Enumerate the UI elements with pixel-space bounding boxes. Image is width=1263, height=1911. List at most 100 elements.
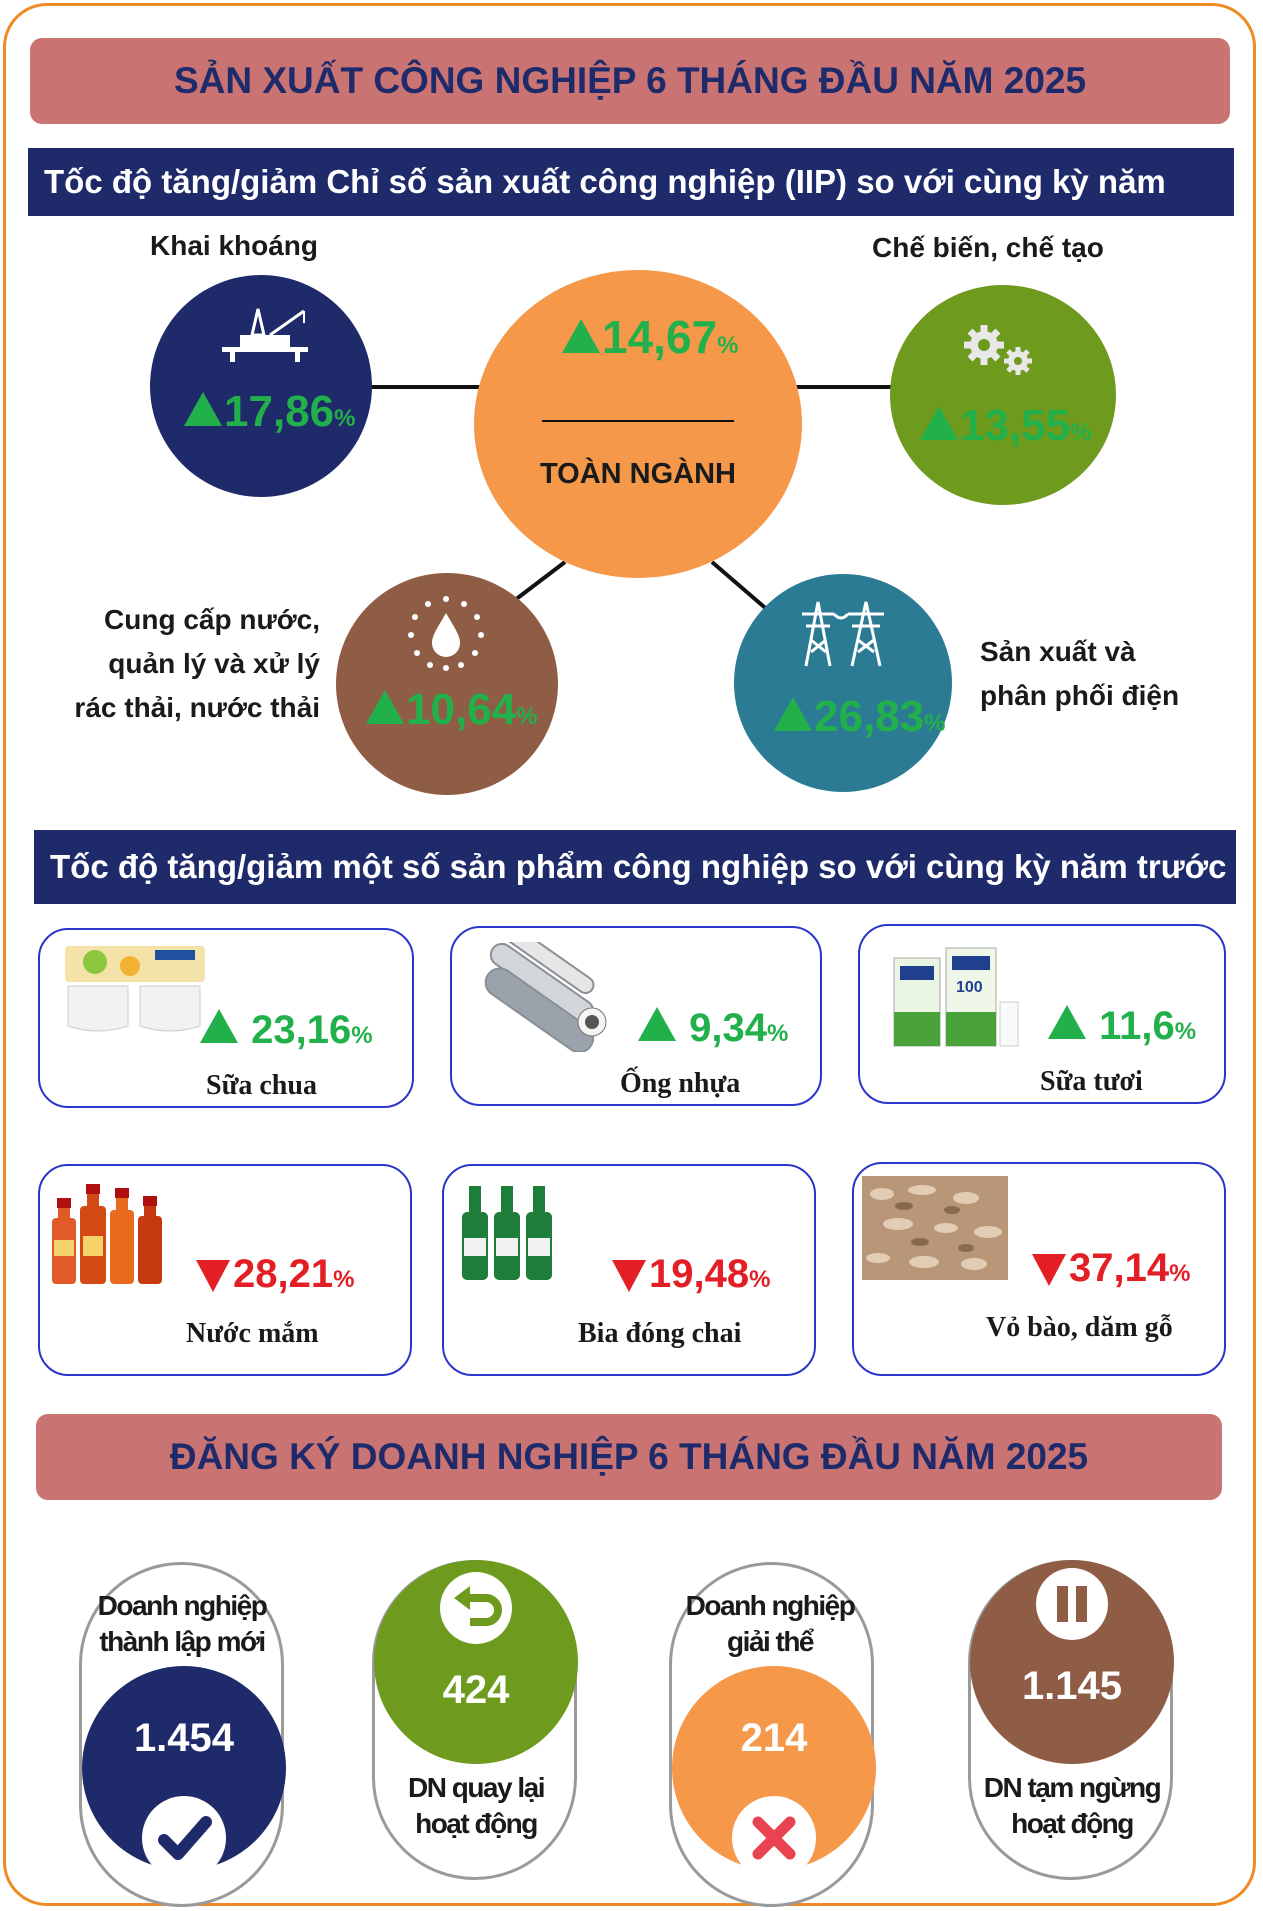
electricity-unit: % bbox=[924, 710, 946, 737]
iip-connectors bbox=[370, 385, 900, 614]
new-business-value: 1.454 bbox=[133, 1716, 235, 1760]
product-value: 9,34% bbox=[638, 1006, 788, 1051]
water-label-line: quản lý và xử lý bbox=[108, 648, 320, 679]
water-unit: % bbox=[516, 703, 538, 730]
manufacturing-circle: 13,55% bbox=[890, 285, 1116, 505]
returned-business-label: DN quay lại hoạt động bbox=[346, 1770, 606, 1842]
mining-value-number: 17,86 bbox=[224, 387, 335, 436]
dissolved-business-value: 214 bbox=[740, 1716, 808, 1760]
suspended-business-label-line: DN tạm ngừng bbox=[983, 1772, 1162, 1803]
main-title: SẢN XUẤT CÔNG NGHIỆP 6 THÁNG ĐẦU NĂM 202… bbox=[173, 60, 1087, 101]
product-unit: % bbox=[1174, 1018, 1197, 1045]
oil-rig-icon bbox=[222, 308, 308, 362]
water-circle: 10,64% bbox=[336, 573, 558, 795]
water-label-line: rác thải, nước thải bbox=[74, 692, 320, 723]
returned-business-label-line: hoạt động bbox=[415, 1808, 538, 1839]
product-name: Nước mắm bbox=[186, 1318, 319, 1349]
manufacturing-unit: % bbox=[1070, 419, 1092, 446]
bottled-beer-image bbox=[462, 1186, 552, 1280]
power-tower-icon bbox=[802, 601, 884, 667]
fresh-milk-image: 100 bbox=[893, 947, 1019, 1047]
product-card: 37,14% Vỏ bào, dăm gỗ bbox=[852, 1162, 1226, 1376]
product-value-number: 28,21 bbox=[233, 1252, 334, 1296]
plastic-pipes-image bbox=[484, 942, 607, 1052]
dissolved-business-label: Doanh nghiệp giải thể bbox=[640, 1588, 900, 1660]
main-title-banner: SẢN XUẤT CÔNG NGHIỆP 6 THÁNG ĐẦU NĂM 202… bbox=[30, 38, 1230, 124]
product-value-number: 37,14 bbox=[1069, 1246, 1170, 1290]
product-unit: % bbox=[333, 1266, 355, 1293]
water-value-number: 10,64 bbox=[406, 685, 517, 734]
products-heading: Tốc độ tăng/giảm một số sản phẩm công ng… bbox=[50, 848, 1227, 885]
electricity-label-line: Sản xuất và bbox=[980, 636, 1136, 667]
water-value: 10,64% bbox=[366, 685, 537, 735]
check-icon bbox=[142, 1796, 226, 1880]
business-title: ĐĂNG KÝ DOANH NGHIỆP 6 THÁNG ĐẦU NĂM 202… bbox=[169, 1436, 1089, 1477]
iip-heading: Tốc độ tăng/giảm Chỉ số sản xuất công ng… bbox=[44, 163, 1166, 268]
product-name: Ống nhựa bbox=[620, 1068, 741, 1099]
product-value: 23,16% bbox=[200, 1008, 373, 1053]
product-value-number: 11,6 bbox=[1099, 1004, 1175, 1048]
product-unit: % bbox=[351, 1022, 373, 1049]
electricity-value-number: 26,83 bbox=[814, 692, 925, 741]
new-business-label-line: Doanh nghiệp bbox=[97, 1590, 268, 1621]
electricity-value: 26,83% bbox=[774, 692, 945, 742]
fish-sauce-image bbox=[52, 1184, 162, 1284]
product-unit: % bbox=[1169, 1260, 1191, 1287]
wood-chips-image bbox=[862, 1176, 1008, 1280]
mining-label: Khai khoáng bbox=[150, 230, 319, 261]
water-label: Cung cấp nước, quản lý và xử lý rác thải… bbox=[40, 598, 320, 730]
product-value-number: 23,16 bbox=[251, 1008, 352, 1052]
manufacturing-value: 13,55% bbox=[920, 401, 1091, 451]
page-frame bbox=[3, 3, 1256, 1906]
product-name: Sữa chua bbox=[206, 1070, 317, 1101]
suspended-business-value: 1.145 bbox=[1021, 1664, 1123, 1708]
dissolved-business-circle: 214 bbox=[672, 1666, 876, 1880]
electricity-circle: 26,83% bbox=[734, 574, 952, 792]
product-unit: % bbox=[766, 1020, 789, 1047]
product-value: 11,6% bbox=[1048, 1004, 1196, 1049]
new-business-label-line: thành lập mới bbox=[99, 1626, 266, 1657]
product-value: 19,48% bbox=[612, 1252, 770, 1297]
product-card: 9,34% Ống nhựa bbox=[450, 926, 822, 1106]
electricity-label-line: phân phối điện bbox=[980, 680, 1180, 711]
water-drop-icon bbox=[408, 596, 484, 671]
manufacturing-label: Chế biến, chế tạo bbox=[872, 232, 1104, 263]
electricity-label: Sản xuất và phân phối điện bbox=[980, 630, 1179, 718]
product-name: Sữa tươi bbox=[1040, 1066, 1143, 1097]
suspended-business-label-line: hoạt động bbox=[1011, 1808, 1134, 1839]
mining-value: 17,86% bbox=[184, 387, 355, 437]
returned-business-circle: 424 bbox=[374, 1560, 578, 1764]
product-value: 37,14% bbox=[1032, 1246, 1190, 1291]
dissolved-business-label-line: Doanh nghiệp bbox=[685, 1590, 856, 1621]
mining-unit: % bbox=[334, 405, 356, 432]
suspended-business-circle: 1.145 bbox=[970, 1560, 1174, 1764]
product-card: 19,48% Bia đóng chai bbox=[442, 1164, 816, 1376]
returned-business-label-line: DN quay lại bbox=[408, 1772, 545, 1803]
total-circle: 14,67% TOÀN NGÀNH bbox=[474, 270, 802, 578]
product-name: Vỏ bào, dăm gỗ bbox=[986, 1312, 1173, 1343]
svg-text:100: 100 bbox=[956, 979, 983, 996]
mining-circle: 17,86% bbox=[150, 275, 372, 497]
gears-icon bbox=[964, 325, 1032, 375]
manufacturing-value-number: 13,55 bbox=[960, 401, 1071, 450]
cross-icon bbox=[732, 1796, 816, 1880]
total-label: TOÀN NGÀNH bbox=[539, 458, 737, 490]
product-unit: % bbox=[749, 1266, 771, 1293]
dissolved-business-label-line: giải thể bbox=[726, 1626, 815, 1657]
product-value: 28,21% bbox=[196, 1252, 354, 1297]
returned-business-value: 424 bbox=[442, 1668, 510, 1712]
product-name: Bia đóng chai bbox=[578, 1318, 742, 1349]
total-value: 14,67% bbox=[562, 310, 738, 364]
product-card: 28,21% Nước mắm bbox=[38, 1164, 412, 1376]
water-label-line: Cung cấp nước, bbox=[104, 604, 320, 635]
yogurt-image bbox=[60, 936, 210, 1046]
products-heading-bar: Tốc độ tăng/giảm một số sản phẩm công ng… bbox=[34, 830, 1236, 904]
business-title-banner: ĐĂNG KÝ DOANH NGHIỆP 6 THÁNG ĐẦU NĂM 202… bbox=[36, 1414, 1222, 1500]
new-business-label: Doanh nghiệp thành lập mới bbox=[52, 1588, 312, 1660]
iip-heading-bar: Tốc độ tăng/giảm Chỉ số sản xuất công ng… bbox=[28, 148, 1234, 268]
total-divider bbox=[542, 420, 734, 422]
product-card: 100 11,6% Sữa tươi bbox=[858, 924, 1226, 1104]
suspended-business-label: DN tạm ngừng hoạt động bbox=[942, 1770, 1202, 1842]
product-card: 23,16% Sữa chua bbox=[38, 928, 414, 1108]
pause-icon bbox=[1036, 1568, 1108, 1640]
